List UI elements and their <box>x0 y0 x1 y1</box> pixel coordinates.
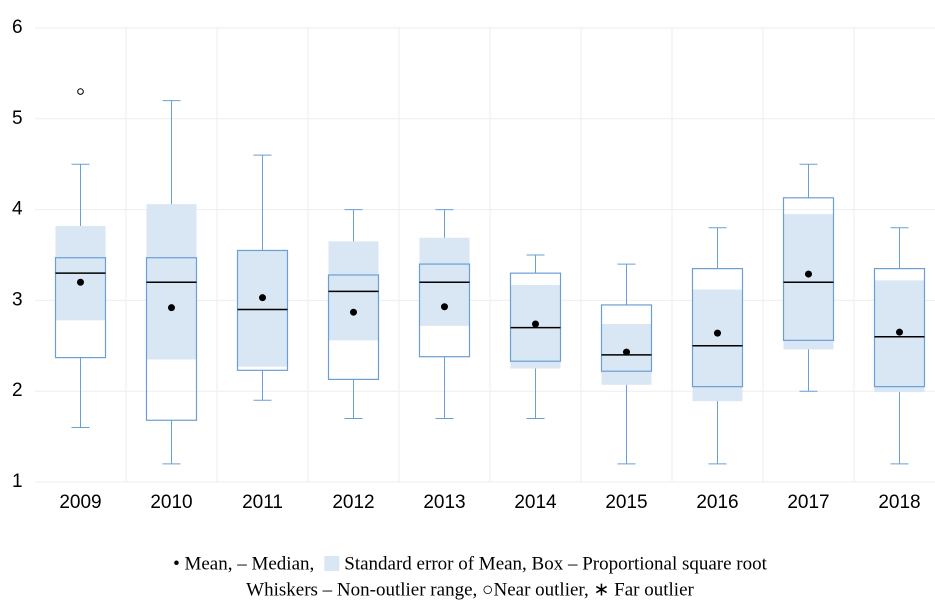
mean <box>805 270 812 278</box>
box <box>145 257 198 421</box>
box <box>236 249 289 371</box>
box <box>509 272 562 362</box>
y-tick-label: 3 <box>12 289 23 310</box>
mean <box>168 304 175 312</box>
y-tick-label: 2 <box>12 380 23 401</box>
y-tick-label: 5 <box>12 108 23 129</box>
x-tick-label: 2014 <box>514 492 557 513</box>
x-tick-label: 2016 <box>696 492 738 513</box>
near-outlier <box>77 88 84 95</box>
x-tick-label: 2009 <box>59 492 101 513</box>
y-tick-label: 1 <box>12 471 23 492</box>
y-tick-label: 4 <box>12 199 23 220</box>
legend-swatch <box>324 556 340 571</box>
box <box>691 268 744 388</box>
x-tick-label: 2018 <box>878 492 920 513</box>
mean <box>77 278 84 286</box>
y-tick-label: 6 <box>12 17 23 38</box>
box <box>327 274 380 380</box>
box <box>600 304 653 372</box>
mean <box>532 320 539 328</box>
se-band <box>237 250 288 367</box>
x-tick-label: 2012 <box>332 492 374 513</box>
box <box>54 257 107 359</box>
x-tick-label: 2013 <box>423 492 465 513</box>
box <box>782 197 835 341</box>
x-tick-label: 2011 <box>242 492 283 513</box>
mean <box>350 308 357 316</box>
legend-text: • Mean, – Median, <box>173 553 314 574</box>
box <box>873 268 926 388</box>
mean <box>441 303 448 311</box>
mean <box>896 328 903 336</box>
legend-text: Standard error of Mean, Box – Proportion… <box>344 553 767 574</box>
legend-text: Whiskers – Non-outlier range, ○Near outl… <box>246 579 694 600</box>
x-tick-label: 2015 <box>605 492 647 513</box>
x-tick-label: 2017 <box>787 492 829 513</box>
mean <box>714 329 721 337</box>
mean <box>623 348 630 356</box>
mean <box>259 294 266 302</box>
x-tick-label: 2010 <box>150 492 192 513</box>
box <box>418 263 471 358</box>
